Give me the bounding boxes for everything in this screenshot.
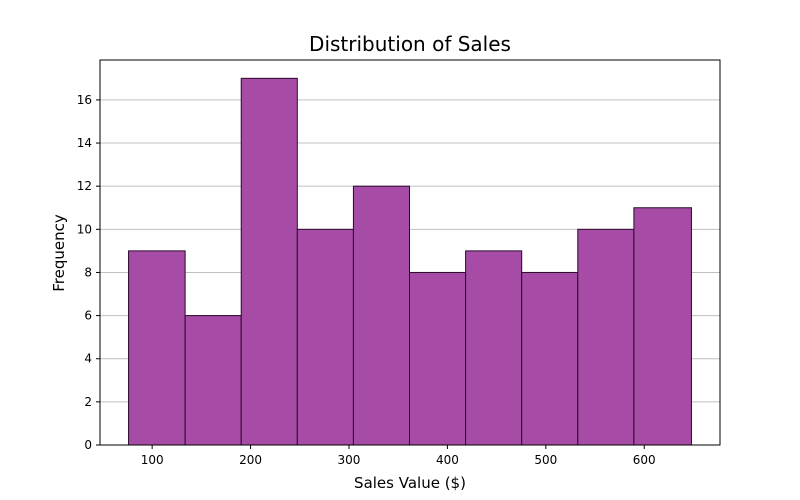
y-tick-label-6: 6 — [84, 309, 92, 323]
y-tick-label-10: 10 — [77, 222, 92, 236]
y-tick-label-16: 16 — [77, 93, 92, 107]
y-tick-label-2: 2 — [84, 395, 92, 409]
histogram-bar-9 — [577, 228, 635, 446]
x-tick-label-100: 100 — [141, 453, 164, 467]
y-tick-label-0: 0 — [84, 438, 92, 452]
histogram-bar-4 — [296, 228, 354, 446]
x-tick-label-200: 200 — [239, 453, 262, 467]
x-tick-label-300: 300 — [338, 453, 361, 467]
histogram-bar-10 — [633, 207, 692, 446]
x-tick-label-400: 400 — [436, 453, 459, 467]
histogram-bar-2 — [184, 315, 242, 446]
y-axis-label: Frequency — [50, 214, 68, 292]
y-tick-label-14: 14 — [77, 136, 92, 150]
histogram-bar-6 — [409, 271, 467, 446]
y-tick-label-4: 4 — [84, 352, 92, 366]
histogram-bar-1 — [128, 250, 186, 446]
x-axis-ticks: 100 200 300 400 500 600 — [141, 445, 656, 467]
x-tick-label-600: 600 — [633, 453, 656, 467]
x-tick-label-500: 500 — [534, 453, 557, 467]
y-tick-label-12: 12 — [77, 179, 92, 193]
y-axis-ticks: 0 2 4 6 8 10 12 14 16 — [77, 93, 100, 452]
histogram-bar-7 — [465, 250, 523, 446]
histogram-bar-3 — [240, 77, 298, 446]
chart-title: Distribution of Sales — [309, 32, 511, 56]
y-tick-label-8: 8 — [84, 265, 92, 279]
x-axis-label: Sales Value ($) — [354, 474, 466, 492]
histogram-bar-8 — [521, 271, 579, 446]
histogram-bar-5 — [352, 185, 411, 446]
plot-frame — [99, 59, 721, 446]
bars — [128, 77, 692, 446]
